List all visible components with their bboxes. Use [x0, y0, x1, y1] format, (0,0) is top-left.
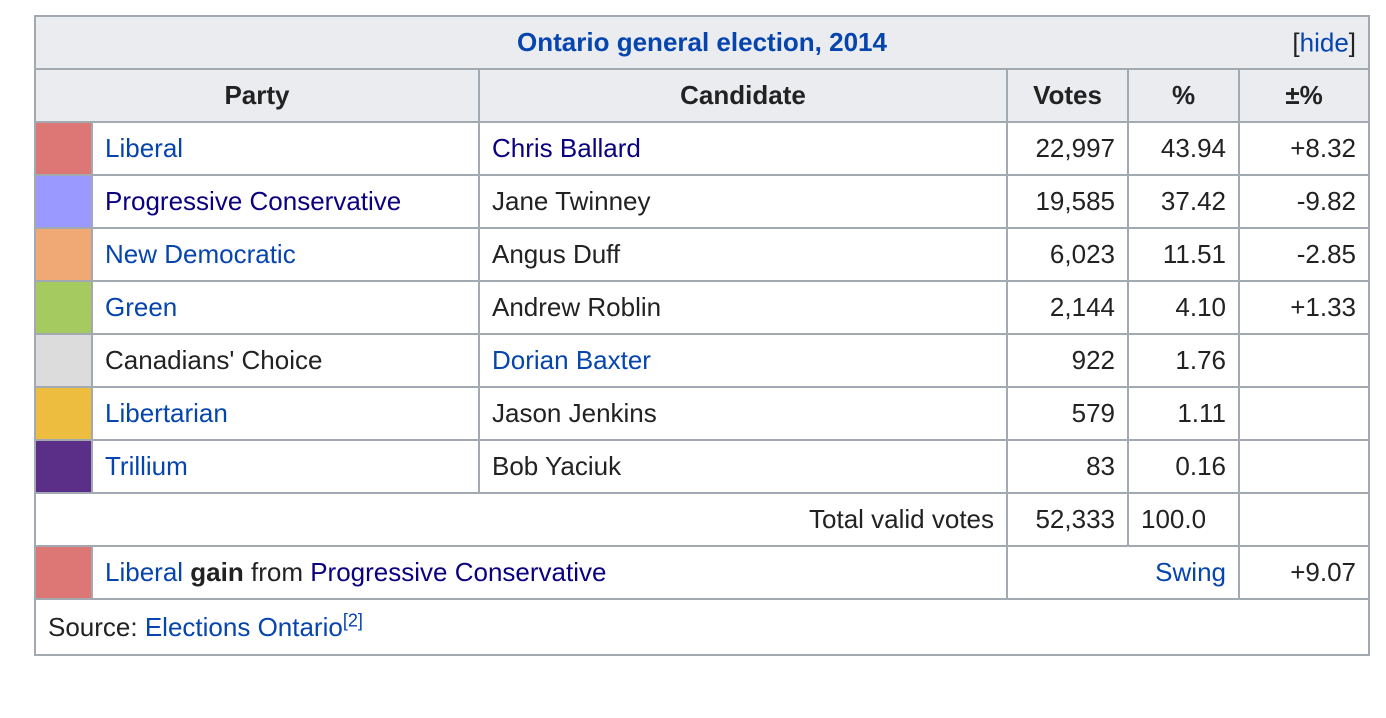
- change-cell: -9.82: [1237, 174, 1371, 229]
- table-row: Canadians' Choice Dorian Baxter 922 1.76: [34, 333, 1371, 388]
- percent-cell: 37.42: [1127, 174, 1240, 229]
- party-cell: Progressive Conservative: [91, 174, 480, 229]
- header-candidate: Candidate: [478, 68, 1008, 123]
- percent-cell: 11.51: [1127, 227, 1240, 282]
- total-change: [1237, 492, 1371, 547]
- party-link[interactable]: Green: [105, 292, 178, 322]
- change-cell: [1237, 439, 1371, 494]
- percent-cell: 1.76: [1127, 333, 1240, 388]
- votes-cell: 83: [1006, 439, 1129, 494]
- gain-word: gain: [190, 557, 244, 587]
- candidate-link[interactable]: Chris Ballard: [492, 133, 641, 163]
- table-caption-row: Ontario general election, 2014 [hide]: [33, 15, 1371, 70]
- percent-cell: 4.10: [1127, 280, 1240, 335]
- party-color-swatch: [34, 439, 93, 494]
- party-color-swatch: [34, 121, 93, 176]
- header-percent: %: [1127, 68, 1240, 123]
- table-row: Liberal Chris Ballard 22,997 43.94 +8.32: [34, 121, 1371, 176]
- candidate-cell: Bob Yaciuk: [478, 439, 1008, 494]
- from-word: from: [250, 557, 303, 587]
- gain-row: Liberal gain from Progressive Conservati…: [34, 545, 1371, 600]
- header-row: Party Candidate Votes % ±%: [34, 68, 1371, 123]
- votes-cell: 19,585: [1006, 174, 1129, 229]
- change-cell: [1237, 333, 1371, 388]
- party-cell: New Democratic: [91, 227, 480, 282]
- party-color-swatch: [34, 227, 93, 282]
- table-row: Green Andrew Roblin 2,144 4.10 +1.33: [34, 280, 1371, 335]
- party-color-swatch: [34, 386, 93, 441]
- candidate-link[interactable]: Dorian Baxter: [492, 345, 651, 375]
- source-link[interactable]: Elections Ontario: [144, 611, 343, 642]
- table-caption: Ontario general election, 2014 [hide]: [33, 15, 1371, 70]
- election-results-table: Ontario general election, 2014 [hide] Pa…: [33, 15, 1371, 656]
- candidate-cell: Chris Ballard: [478, 121, 1008, 176]
- header-change: ±%: [1237, 68, 1371, 123]
- swing-link[interactable]: Swing: [1155, 557, 1226, 587]
- swing-cell: Swing: [1006, 545, 1240, 600]
- table-row: Libertarian Jason Jenkins 579 1.11: [34, 386, 1371, 441]
- party-link[interactable]: Liberal: [105, 133, 184, 163]
- source-reference-link[interactable]: [2]: [342, 609, 363, 630]
- party-color-swatch: [34, 280, 93, 335]
- table-title: Ontario general election, 2014: [517, 27, 887, 57]
- votes-cell: 22,997: [1006, 121, 1129, 176]
- gain-description: Liberal gain from Progressive Conservati…: [91, 545, 1008, 600]
- party-cell: Canadians' Choice: [91, 333, 480, 388]
- gain-party-color-swatch: [34, 545, 93, 600]
- party-link[interactable]: New Democratic: [105, 239, 296, 269]
- hide-link[interactable]: hide: [1299, 27, 1349, 57]
- gain-party-link[interactable]: Liberal: [105, 557, 184, 587]
- candidate-cell: Dorian Baxter: [478, 333, 1008, 388]
- percent-cell: 43.94: [1127, 121, 1240, 176]
- candidate-cell: Andrew Roblin: [478, 280, 1008, 335]
- table-row: Progressive Conservative Jane Twinney 19,5…: [34, 174, 1371, 229]
- header-party: Party: [34, 68, 480, 123]
- party-color-swatch: [34, 174, 93, 229]
- total-percent: 100.0: [1127, 492, 1240, 547]
- candidate-cell: Jane Twinney: [478, 174, 1008, 229]
- party-cell: Liberal: [91, 121, 480, 176]
- percent-cell: 0.16: [1127, 439, 1240, 494]
- change-cell: +1.33: [1237, 280, 1371, 335]
- total-votes: 52,333: [1006, 492, 1129, 547]
- candidate-cell: Jason Jenkins: [478, 386, 1008, 441]
- change-cell: [1237, 386, 1371, 441]
- table-row: New Democratic Angus Duff 6,023 11.51 -2.85: [34, 227, 1371, 282]
- party-link[interactable]: Libertarian: [105, 398, 228, 428]
- header-votes: Votes: [1006, 68, 1129, 123]
- party-cell: Trillium: [91, 439, 480, 494]
- swing-value: +9.07: [1237, 545, 1371, 600]
- party-link[interactable]: Progressive Conservative: [105, 186, 402, 216]
- source-cell: Source: Elections Ontario[2]: [33, 598, 1371, 656]
- percent-cell: 1.11: [1127, 386, 1240, 441]
- change-cell: +8.32: [1237, 121, 1371, 176]
- candidate-cell: Angus Duff: [478, 227, 1008, 282]
- total-row: Total valid votes 52,333 100.0: [34, 492, 1371, 547]
- votes-cell: 922: [1006, 333, 1129, 388]
- party-color-swatch: [34, 333, 93, 388]
- change-cell: -2.85: [1237, 227, 1371, 282]
- gain-from-party-link[interactable]: Progressive Conservative: [310, 557, 607, 587]
- votes-cell: 579: [1006, 386, 1129, 441]
- source-label: Source:: [48, 611, 138, 642]
- table-row: Trillium Bob Yaciuk 83 0.16: [34, 439, 1371, 494]
- party-link[interactable]: Trillium: [105, 451, 188, 481]
- total-label: Total valid votes: [34, 492, 1008, 547]
- hide-toggle: [hide]: [1292, 27, 1357, 57]
- party-cell: Green: [91, 280, 480, 335]
- votes-cell: 6,023: [1006, 227, 1129, 282]
- party-cell: Libertarian: [91, 386, 480, 441]
- votes-cell: 2,144: [1006, 280, 1129, 335]
- source-row: Source: Elections Ontario[2]: [33, 598, 1371, 656]
